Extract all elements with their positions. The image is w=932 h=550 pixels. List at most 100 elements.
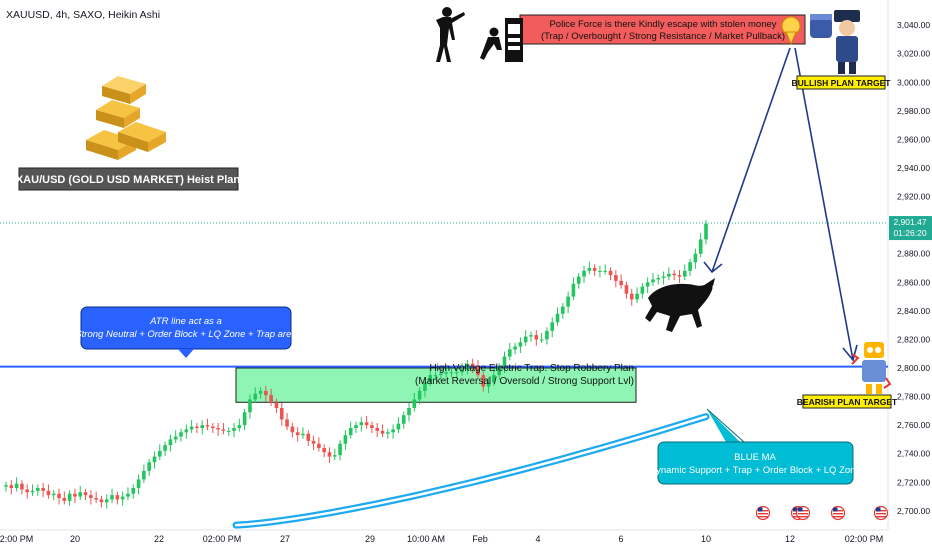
candle [189,426,194,430]
candle [555,313,560,323]
blue-ma-line[interactable] [234,415,708,527]
x-tick-label: 4 [535,534,540,544]
us-flag-icon [795,505,811,521]
candle [682,270,687,277]
candle [359,422,364,426]
robber-icon [480,18,523,62]
candle [561,306,565,314]
candle [576,276,581,284]
y-tick-label: 2,980.00 [897,106,930,116]
candles [4,220,708,509]
candle [311,440,316,444]
candle [629,293,634,300]
y-tick-label: 2,940.00 [897,163,930,173]
y-tick-label: 3,020.00 [897,49,930,59]
blue-ma-note[interactable]: BLUE MA Dynamic Support + Trap + Order B… [649,408,861,485]
candle [624,285,629,294]
warning-pin-icon [781,16,801,46]
candle [163,445,167,451]
x-tick-label: 10:00 AM [407,534,445,544]
y-tick-label: 2,820.00 [897,334,930,344]
y-tick-label: 2,960.00 [897,134,930,144]
atr-note[interactable]: ATR line act as a Strong Neutral + Order… [75,306,297,358]
blue-ma-note-line2: Dynamic Support + Trap + Order Block + L… [649,465,860,476]
candle [619,280,623,286]
candle [36,488,40,491]
bearish-target-label[interactable] [802,394,892,409]
candle [412,399,417,408]
trap-zone-line2: (Market Reversal / Oversold / Strong Sup… [415,376,634,387]
candle [587,268,592,271]
candle [332,455,337,457]
candle [651,279,655,283]
price-axis[interactable] [888,0,932,550]
event-flags [755,505,889,521]
us-flag-icon [755,505,771,521]
candle [327,452,332,457]
candle [380,430,385,434]
y-tick-label: 2,860.00 [897,277,930,287]
candle [4,485,8,487]
bullish-target-text: BULLISH PLAN TARGET [791,78,891,88]
candle [539,339,544,341]
candle [656,278,661,280]
y-tick-label: 2,880.00 [897,249,930,259]
candle [460,369,464,373]
candle [9,485,14,488]
x-tick-label: Feb [472,534,488,544]
candle [78,492,83,497]
candle [62,498,67,501]
candle [667,273,671,277]
candle [661,276,666,278]
candle [290,426,295,433]
candle [534,335,539,340]
candle [285,419,289,427]
candle [603,270,608,272]
x-tick-label: 10 [701,534,711,544]
candle [704,223,708,240]
candle [264,390,268,396]
candle [142,470,146,480]
candle [295,432,300,436]
candle-countdown: 01:26:20 [893,228,926,238]
bullish-target-label[interactable] [796,75,886,90]
candle [571,283,576,297]
x-tick-label: 20 [70,534,80,544]
candle [566,296,570,307]
candle [147,462,151,471]
candle [20,483,24,490]
candle [317,443,321,448]
candle [428,375,433,383]
x-tick-label: 29 [365,534,375,544]
candle [545,330,549,340]
candle [364,422,369,426]
candle [497,366,501,376]
candle [449,372,454,374]
candle [94,498,98,500]
candle [465,363,470,370]
plan-title-box[interactable] [18,167,239,191]
candle [391,429,395,433]
candle [348,428,353,436]
time-axis[interactable] [0,530,888,550]
us-flag-icon [830,505,846,521]
candle [401,415,406,424]
candle [523,336,528,343]
candle [83,492,88,496]
candle [301,433,305,436]
candle [454,372,459,374]
candle [232,428,236,431]
candle [211,426,215,428]
candle [157,450,162,457]
candle [25,489,30,493]
y-tick-label: 2,720.00 [897,477,930,487]
candle [221,429,226,431]
y-tick-label: 2,760.00 [897,420,930,430]
candle [173,436,178,440]
y-tick-label: 3,000.00 [897,77,930,87]
plan-title: XAU/USD (GOLD USD MARKET) Heist Plan [16,174,241,186]
up-arrowhead [703,261,723,274]
candle [550,322,555,331]
candle [439,373,443,376]
